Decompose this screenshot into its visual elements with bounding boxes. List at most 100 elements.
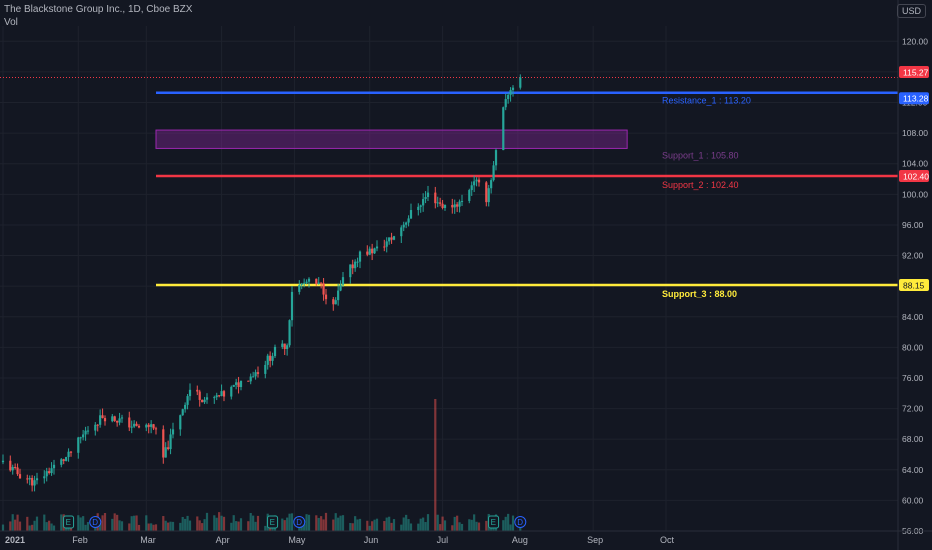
support-1-zone	[155, 129, 628, 149]
volume-bar	[409, 523, 413, 531]
candle-body	[409, 210, 413, 219]
volume-bar	[341, 515, 345, 531]
support_3-price-tag-label: 88.15	[903, 281, 925, 291]
volume-bar	[264, 525, 267, 531]
level-lines: Resistance_1 : 113.20 Support_1 : 105.80 S…	[0, 76, 898, 299]
volume-bar	[218, 512, 221, 531]
event-marker-label: E	[66, 518, 71, 527]
currency-badge[interactable]: USD	[896, 4, 926, 18]
candle-body	[341, 277, 345, 285]
volume-bar	[288, 513, 291, 531]
candle-body	[50, 468, 53, 474]
x-tick-label: Jun	[364, 535, 379, 545]
candle-body	[426, 192, 430, 197]
candle-body	[337, 290, 340, 301]
volume-bar	[164, 520, 167, 531]
candle-body	[152, 424, 155, 429]
candle-body	[35, 478, 39, 481]
candle-body	[111, 416, 114, 422]
volume-bar	[48, 520, 51, 531]
candle-body	[334, 300, 337, 305]
candle-body	[181, 409, 184, 416]
candle-body	[436, 202, 439, 204]
candle-body	[82, 434, 85, 438]
x-tick-label: Feb	[72, 535, 88, 545]
candle-body	[116, 420, 119, 423]
candle-body	[198, 391, 201, 400]
volume-bar	[254, 521, 257, 531]
candle-body	[460, 200, 464, 202]
candle-body	[385, 241, 388, 247]
support_3-price-tag	[899, 279, 929, 292]
candle-body	[218, 395, 221, 397]
volume-bar	[230, 522, 233, 531]
candle-body	[215, 395, 218, 398]
support_2-label: Support_2 : 102.40	[662, 180, 739, 190]
volume-bar	[239, 518, 243, 531]
volume-bar	[77, 515, 80, 531]
volume-bar	[171, 521, 175, 531]
volume-bar	[485, 520, 488, 531]
candle-body	[375, 246, 379, 249]
candle-body	[422, 199, 425, 206]
candle-body	[256, 372, 260, 374]
candle-body	[16, 467, 19, 475]
candle-body	[62, 459, 65, 461]
candle-body	[356, 261, 359, 263]
candle-body	[286, 345, 289, 350]
candle-body	[145, 424, 148, 428]
volume-bar	[52, 525, 56, 531]
y-tick-label: 72.00	[902, 404, 924, 414]
candle-body	[317, 282, 320, 284]
y-tick-label: 76.00	[902, 373, 924, 383]
volume-bar	[375, 518, 379, 531]
volume-bar	[11, 514, 14, 531]
candle-body	[135, 423, 138, 426]
candle-body	[31, 478, 34, 486]
volume-bar	[130, 516, 133, 531]
candle-body	[269, 355, 272, 361]
candle-body	[507, 94, 510, 100]
candle-body	[487, 188, 490, 203]
volume-bar	[84, 524, 87, 531]
volume-bar	[392, 519, 396, 531]
last-price-tag	[899, 65, 929, 78]
candle-body	[468, 190, 471, 201]
candle-body	[213, 397, 216, 399]
volume-bar	[135, 515, 138, 531]
support_2-price-tag-label: 102.40	[903, 171, 929, 181]
volume-bar	[35, 516, 39, 531]
candle-body	[358, 251, 362, 262]
volume-bar	[305, 514, 308, 531]
dividend-marker	[293, 516, 306, 528]
volume-bar	[419, 518, 422, 531]
volume-bar	[332, 519, 335, 531]
volume-bar	[50, 523, 53, 531]
y-tick-label: 68.00	[902, 434, 924, 444]
candle-body	[434, 192, 437, 204]
candle-body	[477, 179, 481, 183]
support_2-price-tag	[899, 169, 929, 182]
volume-bar	[402, 517, 405, 531]
volume-bar	[33, 520, 36, 531]
candle-body	[300, 283, 303, 285]
volume-bar	[470, 519, 473, 531]
volume-bars	[1, 399, 522, 531]
candle-body	[502, 107, 505, 151]
candle-body	[113, 416, 116, 421]
volume-bar	[349, 522, 352, 531]
volume-bar	[147, 523, 150, 531]
candle-body	[118, 418, 121, 423]
volume-bar	[451, 525, 454, 531]
candle-body	[65, 457, 68, 461]
volume-bar	[247, 521, 250, 531]
candle-body	[339, 284, 342, 291]
volume-bar	[120, 521, 124, 531]
candle-body	[402, 224, 405, 228]
volume-bar	[373, 519, 376, 531]
candle-body	[453, 204, 456, 208]
y-tick-label: 96.00	[902, 220, 924, 230]
volume-bar	[426, 514, 430, 531]
